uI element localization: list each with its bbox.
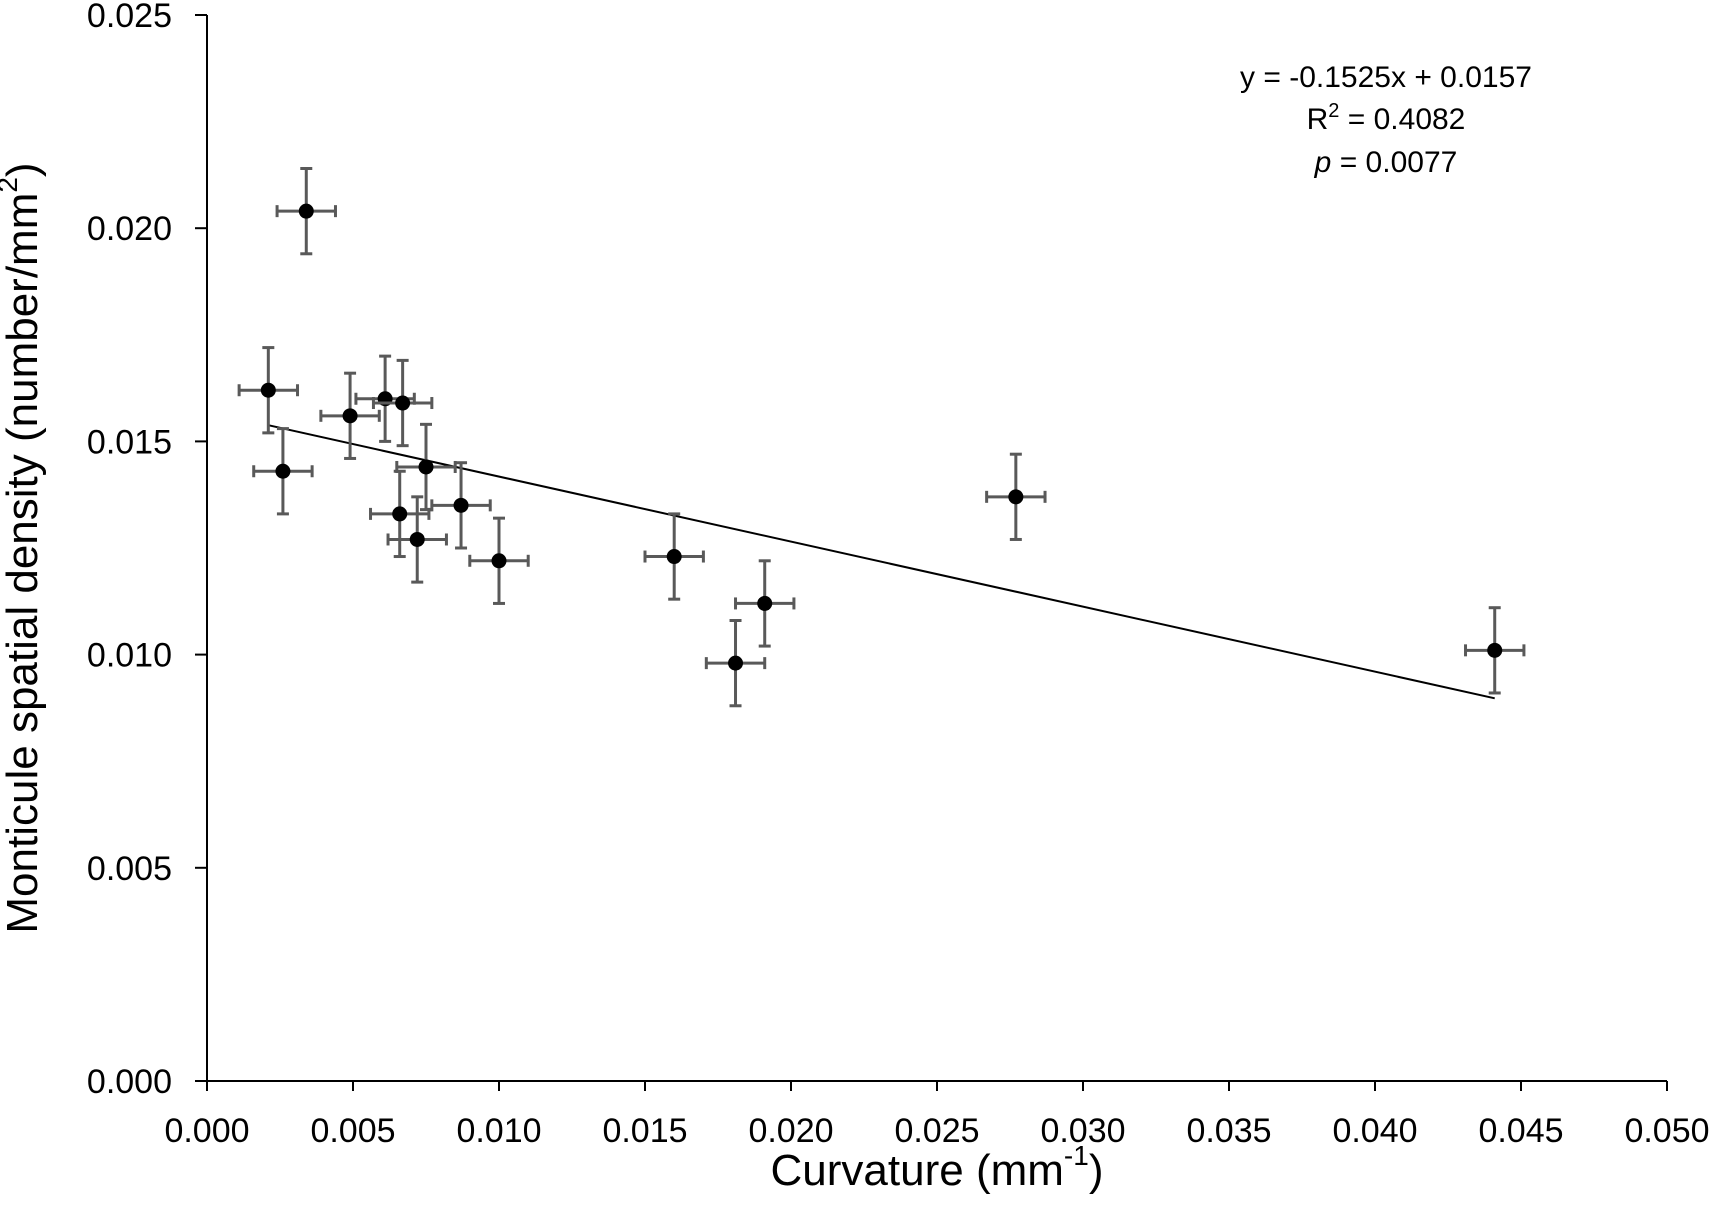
regression-annotation: y = -0.1525x + 0.0157 R2 = 0.4082 p = 0.… xyxy=(1240,61,1532,179)
point-marker xyxy=(418,459,434,475)
point-marker xyxy=(342,408,358,424)
point-marker xyxy=(1008,489,1024,505)
x-tick-label: 0.020 xyxy=(748,1112,833,1150)
point-marker xyxy=(1487,642,1503,658)
point-marker xyxy=(298,203,314,219)
x-tick-label: 0.050 xyxy=(1624,1112,1709,1150)
data-point xyxy=(275,167,337,256)
x-tick-label: 0.045 xyxy=(1478,1112,1563,1150)
point-marker xyxy=(453,497,469,513)
x-tick-label: 0.035 xyxy=(1186,1112,1271,1150)
data-point xyxy=(252,427,314,516)
trendline xyxy=(268,424,1495,700)
x-tick-label: 0.030 xyxy=(1040,1112,1125,1150)
data-point xyxy=(985,452,1047,541)
data-points-layer xyxy=(237,167,1526,708)
x-tick-label: 0.015 xyxy=(602,1112,687,1150)
data-point xyxy=(369,469,431,559)
point-marker xyxy=(409,531,425,547)
point-marker xyxy=(728,655,744,671)
x-tick-label: 0.005 xyxy=(310,1112,395,1150)
y-tick-label: 0.000 xyxy=(87,1063,172,1101)
data-point xyxy=(1464,606,1526,695)
y-tick-label: 0.020 xyxy=(87,210,172,248)
point-marker xyxy=(260,382,276,398)
y-axis-title: Monticule spatial density (number/mm2) xyxy=(0,162,47,933)
point-marker xyxy=(491,553,507,569)
data-point xyxy=(371,358,434,448)
y-ticks: 0.000 0.005 0.010 0.015 0.020 0.025 xyxy=(87,0,207,1101)
r-squared-label: R2 = 0.4082 xyxy=(1307,100,1466,136)
y-tick-label: 0.005 xyxy=(87,850,172,888)
point-marker xyxy=(392,506,408,522)
data-point xyxy=(395,422,457,512)
x-tick-label: 0.010 xyxy=(456,1112,541,1150)
data-point xyxy=(643,512,705,601)
y-tick-label: 0.010 xyxy=(87,637,172,675)
data-point xyxy=(319,371,381,460)
x-axis-title: Curvature (mm-1) xyxy=(771,1140,1104,1195)
data-point xyxy=(468,516,530,605)
point-marker xyxy=(395,395,411,411)
point-marker xyxy=(666,549,682,565)
x-tick-label: 0.040 xyxy=(1332,1112,1417,1150)
point-marker xyxy=(757,595,773,611)
x-tick-label: 0.000 xyxy=(164,1112,249,1150)
data-point xyxy=(430,461,492,550)
x-tick-label: 0.025 xyxy=(894,1112,979,1150)
point-marker xyxy=(275,463,291,479)
p-value-label: p = 0.0077 xyxy=(1314,146,1458,179)
data-point xyxy=(704,618,767,708)
y-tick-label: 0.025 xyxy=(87,0,172,35)
data-point xyxy=(237,346,300,435)
data-point xyxy=(734,559,796,648)
trendline-layer xyxy=(268,424,1495,700)
data-point xyxy=(386,495,448,584)
y-tick-label: 0.015 xyxy=(87,423,172,461)
x-ticks: 0.000 0.005 0.010 0.015 0.020 0.025 0.030 0.035… xyxy=(164,1081,1710,1150)
equation-label: y = -0.1525x + 0.0157 xyxy=(1240,61,1532,94)
